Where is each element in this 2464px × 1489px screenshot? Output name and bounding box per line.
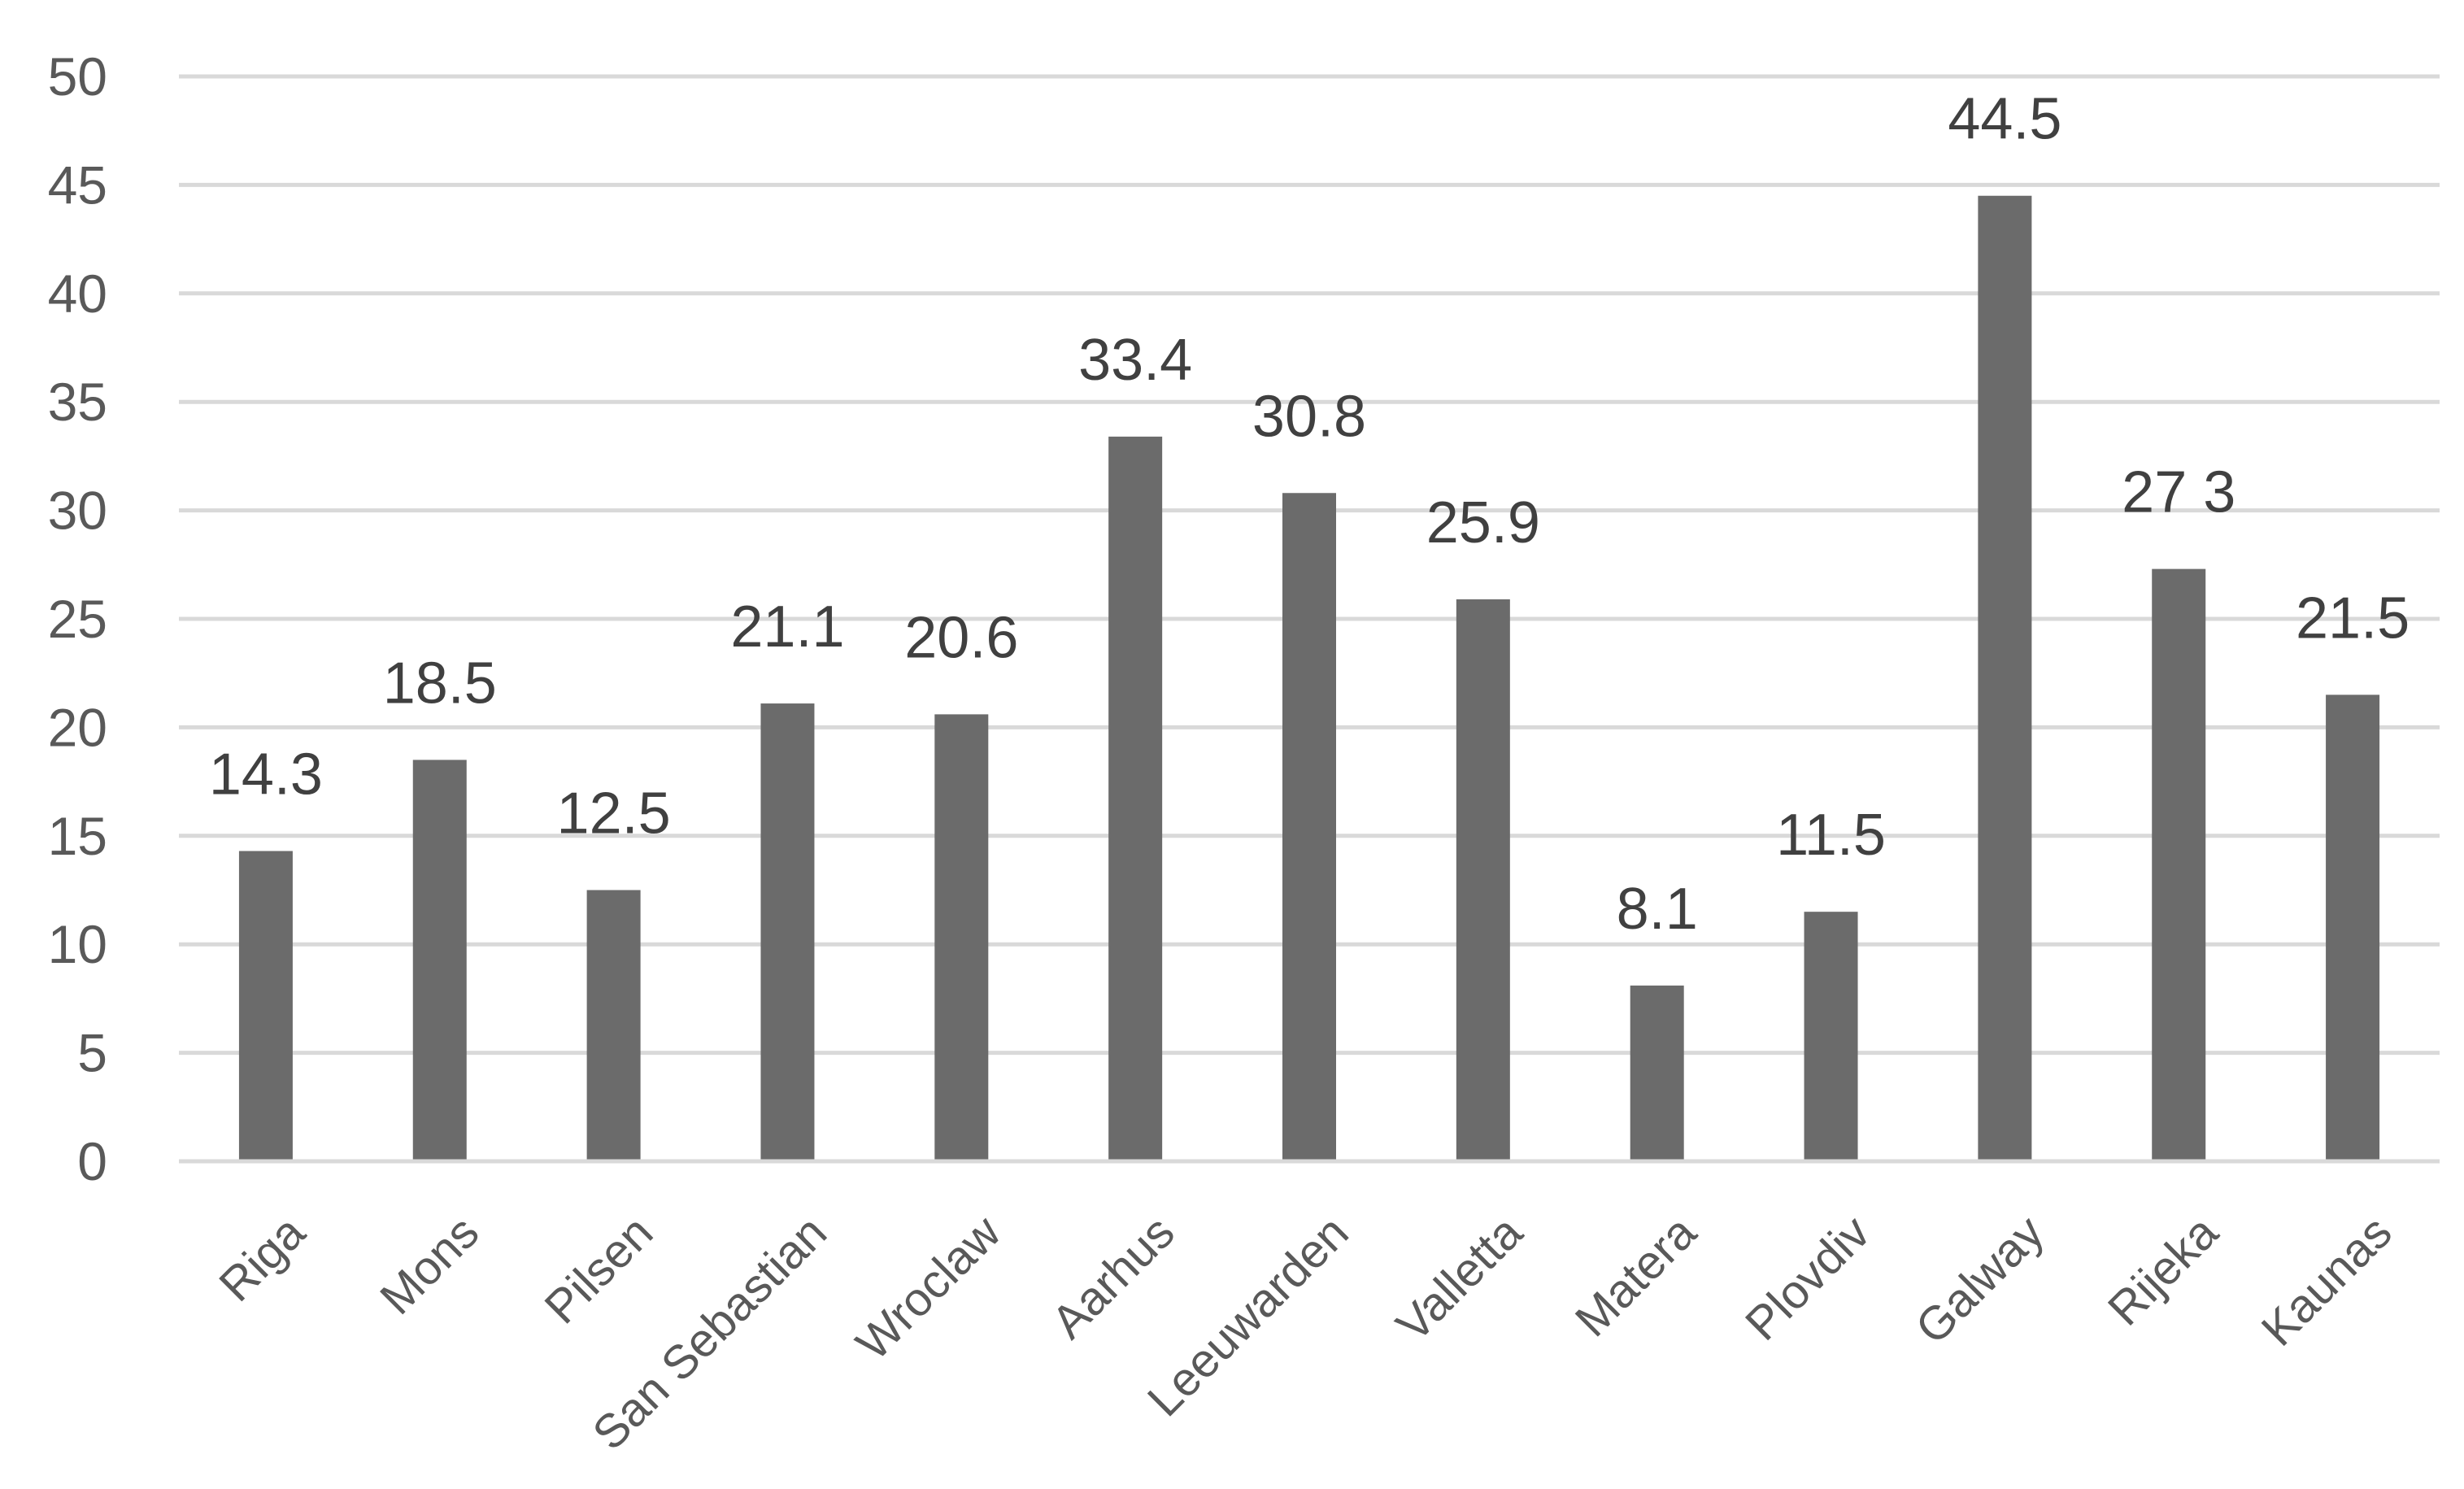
bar [1978,195,2032,1162]
bar [1456,599,1510,1161]
y-tick-label: 35 [48,372,107,432]
x-tick-label: Riga [209,1205,316,1312]
data-label: 30.8 [1252,384,1366,449]
x-tick-label: Plovdiv [1735,1206,1880,1351]
bars [238,195,2380,1162]
data-label: 21.5 [2296,586,2410,651]
bar [1630,985,1684,1161]
data-label: 27 3 [2122,460,2235,525]
bar [934,714,989,1161]
y-tick-label: 45 [48,155,107,215]
y-tick-label: 30 [48,481,107,541]
y-tick-label: 40 [48,263,107,324]
data-label: 20.6 [904,605,1018,670]
y-tick-label: 20 [48,697,107,757]
bar [1108,436,1163,1161]
bar [238,851,293,1161]
x-tick-label: Aarhus [1042,1206,1185,1349]
data-label: 33.4 [1078,328,1192,393]
x-tick-label: Mons [370,1206,489,1325]
bar [2326,694,2380,1161]
y-tick-label: 0 [77,1131,107,1191]
bar [586,890,641,1161]
data-label: 12.5 [557,782,671,847]
bar [412,760,467,1161]
bar [1282,493,1336,1161]
y-tick-label: 50 [48,46,107,107]
x-tick-label: Valletta [1387,1205,1533,1352]
bar [1804,912,1858,1161]
x-tick-label: Kaunas [2252,1206,2402,1356]
y-tick-label: 25 [48,589,107,649]
data-label: 14.3 [209,742,323,807]
data-label: 44.5 [1948,87,2061,152]
y-tick-label: 5 [77,1023,107,1083]
data-labels: 14.3 18.5 12.5 21.1 20.6 33.4 30.8 25.9 8.1 11.5 4… [209,87,2410,942]
data-label: 21.1 [730,594,844,660]
x-tick-label: Wroclaw [846,1205,1011,1370]
x-tick-label: Rijeka [2098,1205,2228,1335]
x-tick-label: Matera [1565,1205,1707,1347]
data-label: 11.5 [1776,803,1886,868]
bar [2152,568,2206,1161]
y-tick-label: 10 [48,914,107,974]
y-tick-label: 15 [48,806,107,866]
data-label: 25.9 [1426,490,1540,555]
y-axis-ticks: 0 5 10 15 20 25 30 35 40 45 50 [48,46,107,1191]
data-label: 18.5 [383,651,497,716]
bar [760,703,815,1161]
data-label: 8.1 [1617,877,1698,942]
x-tick-label: Galway [1905,1206,2054,1355]
x-tick-label: Pilsen [535,1206,664,1334]
